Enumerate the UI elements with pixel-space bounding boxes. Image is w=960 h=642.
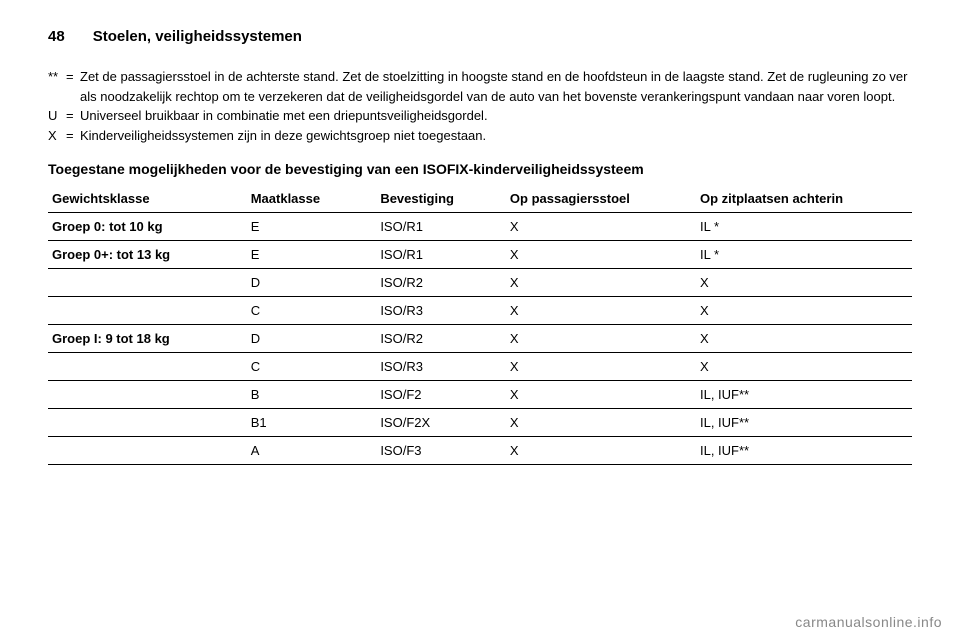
cell-fixture: ISO/R1 xyxy=(376,213,506,241)
isofix-table: Gewichtsklasse Maatklasse Bevestiging Op… xyxy=(48,185,912,465)
page-number: 48 xyxy=(48,28,65,45)
footnote-equals: = xyxy=(66,106,80,126)
cell-group xyxy=(48,297,247,325)
cell-size: D xyxy=(247,325,377,353)
table-row: A ISO/F3 X IL, IUF** xyxy=(48,437,912,465)
cell-rear: X xyxy=(696,353,912,381)
cell-rear: IL, IUF** xyxy=(696,409,912,437)
cell-rear: IL * xyxy=(696,213,912,241)
footnote-text: Universeel bruikbaar in combinatie met e… xyxy=(80,106,912,126)
footnote-key: X xyxy=(48,126,66,146)
cell-fixture: ISO/R1 xyxy=(376,241,506,269)
table-row: C ISO/R3 X X xyxy=(48,297,912,325)
cell-group: Groep 0+: tot 13 kg xyxy=(48,241,247,269)
cell-passenger: X xyxy=(506,353,696,381)
cell-fixture: ISO/R2 xyxy=(376,325,506,353)
cell-passenger: X xyxy=(506,241,696,269)
header-passenger: Op passagiersstoel xyxy=(506,185,696,213)
table-row: Groep I: 9 tot 18 kg D ISO/R2 X X xyxy=(48,325,912,353)
footnote-key: U xyxy=(48,106,66,126)
footnote-key: ** xyxy=(48,67,66,87)
footnote-text: Zet de passagiersstoel in de achterste s… xyxy=(80,67,912,106)
table-heading: Toegestane mogelijkheden voor de bevesti… xyxy=(48,161,912,177)
cell-size: E xyxy=(247,213,377,241)
cell-fixture: ISO/F2 xyxy=(376,381,506,409)
cell-rear: IL * xyxy=(696,241,912,269)
cell-fixture: ISO/R2 xyxy=(376,269,506,297)
cell-passenger: X xyxy=(506,437,696,465)
cell-size: B1 xyxy=(247,409,377,437)
cell-fixture: ISO/F3 xyxy=(376,437,506,465)
cell-group xyxy=(48,437,247,465)
table-row: B1 ISO/F2X X IL, IUF** xyxy=(48,409,912,437)
footnote-equals: = xyxy=(66,67,80,87)
cell-size: C xyxy=(247,353,377,381)
section-title: Stoelen, veiligheidssystemen xyxy=(93,28,302,45)
cell-group: Groep 0: tot 10 kg xyxy=(48,213,247,241)
table-row: B ISO/F2 X IL, IUF** xyxy=(48,381,912,409)
footnote-equals: = xyxy=(66,126,80,146)
footnote-row: X = Kinderveiligheidssystemen zijn in de… xyxy=(48,126,912,146)
cell-group: Groep I: 9 tot 18 kg xyxy=(48,325,247,353)
table-row: Groep 0+: tot 13 kg E ISO/R1 X IL * xyxy=(48,241,912,269)
table-body: Groep 0: tot 10 kg E ISO/R1 X IL * Groep… xyxy=(48,213,912,465)
cell-size: C xyxy=(247,297,377,325)
cell-passenger: X xyxy=(506,297,696,325)
cell-rear: IL, IUF** xyxy=(696,381,912,409)
page-header: 48 Stoelen, veiligheidssystemen xyxy=(48,28,912,45)
cell-rear: IL, IUF** xyxy=(696,437,912,465)
header-rear: Op zitplaatsen achterin xyxy=(696,185,912,213)
cell-fixture: ISO/R3 xyxy=(376,353,506,381)
table-row: D ISO/R2 X X xyxy=(48,269,912,297)
footnote-row: U = Universeel bruikbaar in combinatie m… xyxy=(48,106,912,126)
cell-group xyxy=(48,269,247,297)
cell-group xyxy=(48,381,247,409)
header-fixture: Bevestiging xyxy=(376,185,506,213)
header-group: Gewichtsklasse xyxy=(48,185,247,213)
cell-rear: X xyxy=(696,297,912,325)
cell-size: B xyxy=(247,381,377,409)
footnote-text: Kinderveiligheidssystemen zijn in deze g… xyxy=(80,126,912,146)
cell-rear: X xyxy=(696,325,912,353)
cell-rear: X xyxy=(696,269,912,297)
cell-passenger: X xyxy=(506,325,696,353)
table-row: C ISO/R3 X X xyxy=(48,353,912,381)
table-header-row: Gewichtsklasse Maatklasse Bevestiging Op… xyxy=(48,185,912,213)
cell-group xyxy=(48,353,247,381)
cell-fixture: ISO/R3 xyxy=(376,297,506,325)
footnote-row: ** = Zet de passagiersstoel in de achter… xyxy=(48,67,912,106)
cell-group xyxy=(48,409,247,437)
cell-passenger: X xyxy=(506,409,696,437)
cell-passenger: X xyxy=(506,213,696,241)
table-row: Groep 0: tot 10 kg E ISO/R1 X IL * xyxy=(48,213,912,241)
cell-size: E xyxy=(247,241,377,269)
cell-fixture: ISO/F2X xyxy=(376,409,506,437)
cell-size: A xyxy=(247,437,377,465)
header-size: Maatklasse xyxy=(247,185,377,213)
watermark: carmanualsonline.info xyxy=(795,614,942,630)
cell-size: D xyxy=(247,269,377,297)
cell-passenger: X xyxy=(506,381,696,409)
cell-passenger: X xyxy=(506,269,696,297)
footnotes-block: ** = Zet de passagiersstoel in de achter… xyxy=(48,67,912,145)
